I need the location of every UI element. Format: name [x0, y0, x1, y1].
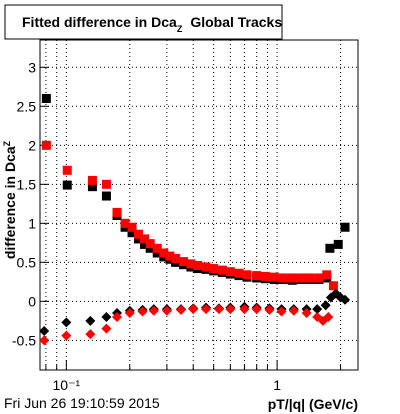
square-marker [140, 234, 150, 244]
square-marker [145, 243, 155, 253]
square-marker [101, 191, 111, 201]
square-marker [159, 248, 169, 258]
square-marker [287, 273, 297, 283]
y-tick-label: 2.5 [17, 98, 37, 114]
diamond-marker [101, 311, 112, 322]
square-marker [260, 271, 270, 281]
x-axis-label: pT/|q| (GeV/c) [268, 396, 358, 412]
diamond-marker [124, 308, 135, 319]
timestamp: Fri Jun 26 19:10:59 2015 [4, 395, 160, 411]
diamond-marker [213, 304, 224, 315]
y-tick-label: -0.5 [12, 332, 36, 348]
diamond-marker [264, 304, 275, 315]
plot-frame [39, 39, 359, 371]
chart-title: Fitted difference in DcaZ Global Tracks [22, 14, 282, 34]
diamond-marker [148, 305, 159, 316]
square-marker [209, 264, 219, 274]
square-marker [322, 270, 332, 280]
diamond-marker [188, 304, 199, 315]
square-marker [152, 248, 162, 258]
square-marker [87, 182, 97, 192]
diamond-marker [112, 311, 123, 322]
title-rest: Global Tracks [190, 14, 282, 30]
square-marker [41, 140, 51, 150]
diamond-marker [39, 325, 50, 336]
diamond-marker [251, 304, 262, 315]
y-tick-label: 1.5 [17, 176, 37, 192]
square-marker [140, 239, 150, 249]
square-marker [62, 165, 72, 175]
diamond-marker [161, 305, 172, 316]
square-marker [305, 273, 315, 283]
square-marker [41, 94, 51, 104]
square-marker [252, 271, 262, 281]
y-tick-label: 0 [28, 293, 36, 309]
square-marker [296, 273, 306, 283]
square-marker [217, 265, 227, 275]
square-marker [145, 239, 155, 249]
y-tick-label: 1 [28, 215, 36, 231]
diamond-marker [320, 300, 331, 311]
diamond-marker [288, 305, 299, 316]
square-marker [165, 251, 175, 261]
square-marker [333, 239, 343, 249]
x-tick-label: 1 [273, 377, 281, 393]
square-marker [225, 267, 235, 277]
square-marker [62, 180, 72, 190]
diamond-marker [85, 329, 96, 340]
square-marker [314, 273, 324, 283]
square-marker [112, 207, 122, 217]
square-marker [193, 260, 203, 270]
title-main: Fitted difference in Dca [22, 14, 177, 30]
x-tick-label: 10⁻¹ [53, 377, 81, 393]
diamond-marker [137, 306, 148, 317]
square-marker [134, 229, 144, 239]
diamond-marker [176, 304, 187, 315]
square-marker [101, 179, 111, 189]
diamond-marker [340, 294, 351, 305]
y-axis-label: difference in DcaZ [2, 140, 18, 259]
title-box [4, 4, 283, 40]
square-marker [171, 253, 181, 263]
ylabel-main: difference in Dca [2, 146, 18, 259]
square-marker [269, 272, 279, 282]
square-marker [234, 268, 244, 278]
square-marker [134, 234, 144, 244]
square-marker [325, 243, 335, 253]
diamond-marker [85, 315, 96, 326]
square-marker [242, 270, 252, 280]
square-marker [152, 243, 162, 253]
y-tick-label: 3 [28, 59, 36, 75]
square-marker [340, 222, 350, 232]
diamond-marker [225, 304, 236, 315]
title-subscript: Z [177, 24, 183, 34]
square-marker [127, 222, 137, 232]
diamond-marker [276, 306, 287, 317]
square-marker [328, 281, 338, 291]
diamond-marker [312, 304, 323, 315]
square-marker [186, 259, 196, 269]
square-marker [179, 257, 189, 267]
diamond-marker [201, 304, 212, 315]
ylabel-subscript: Z [2, 140, 12, 146]
square-marker [127, 228, 137, 238]
diamond-marker [239, 304, 250, 315]
diamond-marker [323, 311, 334, 322]
square-marker [278, 273, 288, 283]
diamond-marker [39, 335, 50, 346]
square-marker [87, 175, 97, 185]
diamond-marker [61, 330, 72, 341]
diamond-marker [61, 317, 72, 328]
y-tick-label: 2 [28, 137, 36, 153]
y-tick-label: 0.5 [17, 254, 37, 270]
diamond-marker [101, 323, 112, 334]
square-marker [201, 262, 211, 272]
square-marker [120, 218, 130, 228]
diamond-marker [301, 308, 312, 319]
